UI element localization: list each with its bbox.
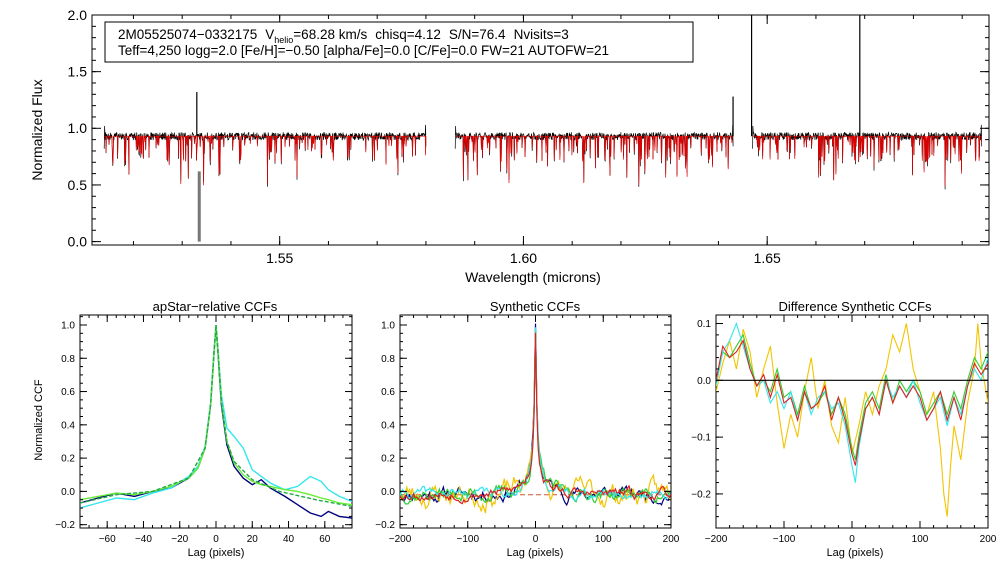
y-tick-label: 1.0 (61, 320, 75, 331)
signal-to-noise: S/N=76.4 (449, 27, 506, 42)
annotation-line-1: 2M05525074−0332175 Vhelio=68.28 km/s chisq… (118, 27, 569, 45)
y-tick-label: 0.6 (381, 387, 395, 398)
ccf1-frame (79, 314, 353, 529)
ccf1-series-visit2 (80, 324, 352, 509)
y-tick-label: 1.0 (381, 320, 395, 331)
y-tick-label: 0.2 (61, 454, 75, 465)
y-tick-label: 0.4 (61, 420, 75, 431)
ccf3-series-diff-red (716, 339, 988, 466)
ccf1-title: apStar−relative CCFs (153, 299, 278, 314)
ccf1-ylabel: Normalized CCF (33, 379, 45, 461)
ccf-panel-apstar: apStar−relative CCFs −60 −40 −20 0 20 40 60 −0.… (33, 299, 353, 559)
y-tick-label: −0.2 (55, 520, 75, 531)
x-tick-label: 20 (247, 534, 259, 545)
ccf2-title: Synthetic CCFs (490, 299, 581, 314)
y-tick-label: 1.5 (68, 64, 88, 80)
v-helio-value: =68.28 km/s (293, 27, 367, 42)
ccf1-ticks: −60 −40 −20 0 20 40 60 −0.2 0.0 0.2 0.4 0.6 0.8 1.0 (55, 315, 353, 545)
x-tick-label: −40 (135, 534, 152, 545)
star-id: 2M05525074−0332175 (118, 27, 257, 42)
y-tick-label: −0.2 (691, 489, 711, 500)
ccf1-plot-area (80, 324, 352, 519)
ccf1-series-visit3 (80, 324, 352, 506)
ccf3-xlabel: Lag (pixels) (827, 547, 884, 559)
ccf2-series-template-red (400, 332, 671, 505)
v-helio-subscript: helio (274, 35, 293, 45)
x-tick-label: 100 (595, 534, 612, 545)
nvisits: Nvisits=3 (514, 27, 569, 42)
chisq: chisq=4.12 (375, 27, 441, 42)
ccf1-series-mean (80, 324, 352, 508)
x-tick-label: −100 (773, 534, 796, 545)
y-tick-label: 0.8 (61, 354, 75, 365)
y-tick-label: 1.0 (68, 120, 88, 136)
ccf3-ticks: −200 −100 0 100 200 −0.2 −0.1 0.0 0.1 (691, 315, 997, 545)
ccf3-plot-area (716, 321, 988, 517)
x-tick-label: 200 (663, 534, 680, 545)
ccf3-series-diff-yellow (716, 323, 988, 517)
x-tick-label: 100 (912, 534, 929, 545)
x-tick-label: −100 (456, 534, 479, 545)
ccf2-ticks: −200 −100 0 100 200 −0.2 0.0 0.2 0.4 0.6 0.8 1.0 (375, 315, 680, 545)
y-tick-label: 0.0 (61, 487, 75, 498)
y-tick-label: 0.6 (61, 387, 75, 398)
ccf2-xlabel: Lag (pixels) (507, 547, 564, 559)
x-tick-label: 0 (533, 534, 539, 545)
x-tick-label: 0 (213, 534, 219, 545)
ccf1-xlabel: Lag (pixels) (188, 547, 245, 559)
y-tick-label: 0.1 (697, 319, 711, 330)
x-tick-label: 60 (319, 534, 331, 545)
y-tick-label: 0.0 (381, 487, 395, 498)
y-tick-label: 2.0 (68, 7, 88, 23)
y-tick-label: 0.4 (381, 420, 395, 431)
ccf3-series-diff-cyan (716, 321, 988, 483)
x-tick-label: −60 (99, 534, 116, 545)
model-spectrum-chip-2 (455, 135, 734, 185)
spectrum-panel: 1.55 1.60 1.65 0.0 0.5 1.0 1.5 2.0 2M05525074−0… (29, 7, 990, 285)
v-helio-prefix: V (265, 27, 274, 42)
spectrum-frame (91, 14, 990, 246)
observed-spectrum-chip-1 (103, 124, 427, 187)
ccf3-title: Difference Synthetic CCFs (779, 299, 932, 314)
x-tick-label: −200 (389, 534, 412, 545)
annotation-box (104, 21, 694, 63)
ccf-panel-difference: Difference Synthetic CCFs −200 −100 0 100 20… (691, 299, 997, 559)
y-tick-label: 0.5 (68, 177, 88, 193)
spectrum-ylabel: Normalized Flux (29, 79, 45, 180)
spectrum-plot-area (103, 15, 983, 242)
ccf-panel-synthetic: Synthetic CCFs −200 −100 0 100 200 −0.2 0.0 0.2… (375, 299, 680, 559)
y-tick-label: −0.1 (691, 433, 711, 444)
x-tick-label: −200 (705, 534, 728, 545)
ccf1-series-visit1 (80, 326, 352, 519)
y-tick-label: 0.2 (381, 454, 395, 465)
observed-spectrum-chip-2 (454, 124, 734, 187)
x-tick-label: −20 (171, 534, 188, 545)
y-tick-label: 0.8 (381, 354, 395, 365)
x-tick-label: 40 (283, 534, 295, 545)
y-tick-label: −0.2 (375, 520, 395, 531)
x-tick-label: 200 (980, 534, 997, 545)
spectrum-xlabel: Wavelength (microns) (465, 269, 601, 285)
annotation-line-2: Teff=4,250 logg=2.0 [Fe/H]=−0.50 [alpha/… (118, 43, 609, 58)
x-tick-label: 1.55 (266, 250, 293, 266)
y-tick-label: 0.0 (68, 234, 88, 250)
spectrum-ticks: 1.55 1.60 1.65 0.0 0.5 1.0 1.5 2.0 (68, 7, 989, 266)
model-spectrum-chip-1 (104, 135, 427, 186)
x-tick-label: 1.60 (510, 250, 537, 266)
x-tick-label: 0 (849, 534, 855, 545)
x-tick-label: 1.65 (754, 250, 781, 266)
ccf2-plot-area (400, 323, 671, 514)
y-tick-label: 0.0 (697, 376, 711, 387)
model-spectrum-chip-3 (752, 135, 983, 187)
